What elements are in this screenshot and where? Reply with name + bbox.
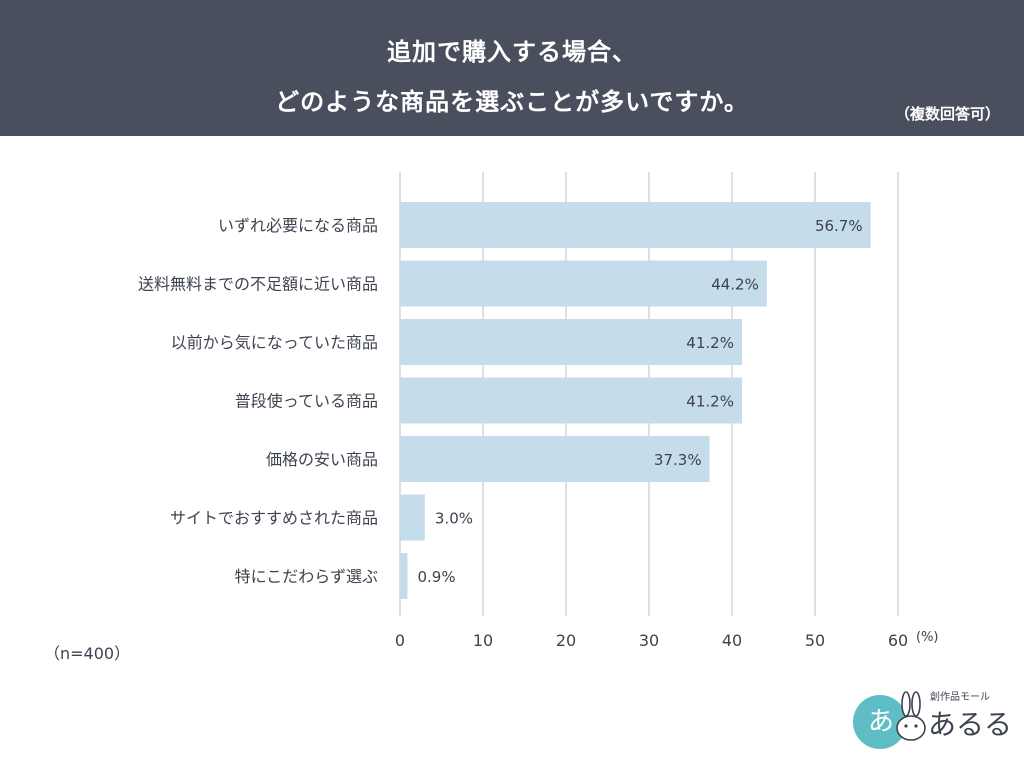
category-label: 以前から気になっていた商品	[171, 333, 378, 352]
category-label: いずれ必要になる商品	[218, 216, 378, 235]
bar	[400, 260, 767, 307]
bar	[400, 377, 742, 424]
rabbit-icon	[896, 691, 926, 741]
category-label: 価格の安い商品	[266, 450, 378, 469]
data-label: 0.9%	[417, 568, 455, 586]
logo-name: あるる	[928, 708, 1012, 741]
logo-mark-glyph: あ	[868, 707, 894, 737]
logo-subtitle: 創作品モール	[930, 691, 990, 703]
bar	[400, 553, 408, 599]
multiple-answer-note: （複数回答可）	[894, 105, 1000, 123]
chart-title-line-1: 追加で購入する場合、	[387, 38, 637, 66]
x-tick-label: 10	[473, 631, 493, 650]
data-label: 44.2%	[711, 276, 759, 294]
rabbit-eye	[904, 724, 908, 728]
bar	[400, 319, 742, 365]
category-label: サイトでおすすめされた商品	[170, 509, 378, 528]
x-tick-label: 40	[722, 631, 742, 650]
bar	[400, 494, 425, 541]
header-banner: 追加で購入する場合、 どのような商品を選ぶことが多いですか。 （複数回答可）	[0, 0, 1024, 136]
category-label: 特にこだわらず選ぶ	[235, 567, 378, 586]
chart-title-line-2: どのような商品を選ぶことが多いですか。	[275, 88, 749, 116]
x-unit-label: (%)	[916, 630, 939, 645]
bar-chart: いずれ必要になる商品 56.7% 送料無料までの不足額に近い商品 44.2% 以前から気…	[138, 172, 939, 650]
x-tick-label: 0	[395, 631, 405, 650]
x-tick-label: 20	[556, 631, 576, 650]
x-tick-label: 30	[639, 631, 659, 650]
bar	[400, 202, 871, 248]
data-label: 37.3%	[654, 451, 702, 469]
category-label: 送料無料までの不足額に近い商品	[138, 275, 378, 294]
x-tick-label: 60	[888, 631, 908, 650]
data-label: 41.2%	[686, 334, 734, 352]
x-tick-label: 50	[805, 631, 825, 650]
bar	[400, 436, 710, 482]
data-label: 41.2%	[686, 393, 734, 411]
data-label: 3.0%	[435, 510, 473, 528]
data-label: 56.7%	[815, 217, 863, 235]
sample-size-label: （n=400）	[44, 644, 131, 663]
logo-circle	[853, 695, 907, 749]
category-label: 普段使っている商品	[235, 392, 378, 411]
brand-logo: あ 創作品モール あるる	[853, 691, 1012, 749]
rabbit-eye	[914, 724, 918, 728]
